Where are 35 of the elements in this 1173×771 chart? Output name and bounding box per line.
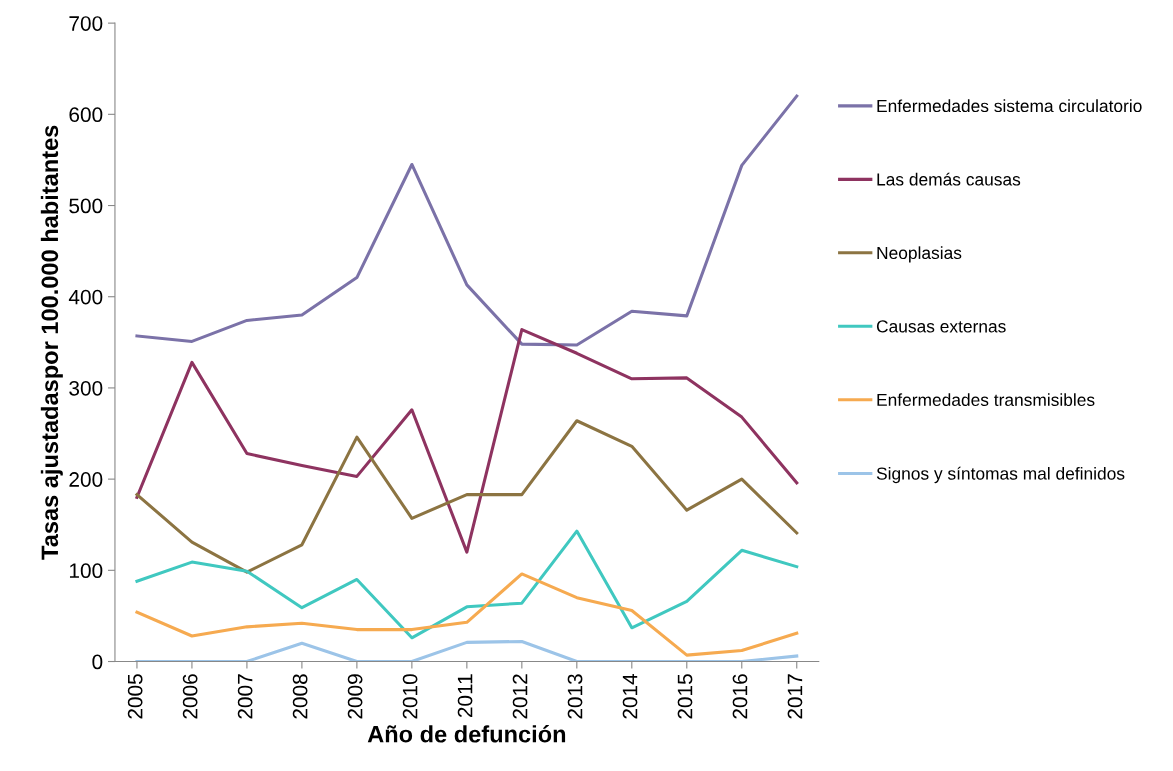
x-tick-label: 2009 bbox=[347, 674, 363, 719]
line-series bbox=[135, 529, 799, 640]
y-tick-label: 500 bbox=[69, 198, 103, 214]
x-tick-label: 2014 bbox=[622, 673, 638, 719]
y-axis-title: Tasas ajustadaspor 100.000 habitantes bbox=[40, 125, 63, 560]
y-tick-label: 100 bbox=[69, 563, 103, 579]
y-tick-label: 600 bbox=[69, 107, 103, 123]
x-tick-label: 2006 bbox=[182, 674, 198, 719]
x-axis-title: Año de defunción bbox=[367, 725, 566, 743]
legend-label: Las demás causas bbox=[877, 172, 1021, 186]
x-tick-label: 2012 bbox=[512, 674, 528, 719]
legend-label: Enfermedades transmisibles bbox=[877, 393, 1095, 407]
line-series bbox=[135, 94, 799, 347]
line-series bbox=[135, 639, 799, 662]
x-tick-label: 2007 bbox=[237, 674, 253, 719]
legend-label: Causas externas bbox=[876, 320, 1006, 333]
y-tick-label: 0 bbox=[92, 654, 103, 670]
y-tick-label: 200 bbox=[69, 472, 103, 487]
x-tick-label: 2013 bbox=[567, 674, 583, 719]
y-tick-label: 300 bbox=[69, 380, 103, 396]
x-tick-label: 2010 bbox=[402, 674, 418, 719]
y-tick-label: 400 bbox=[68, 289, 103, 305]
line-series bbox=[135, 572, 799, 657]
line-series bbox=[135, 328, 799, 554]
legend-label: Enfermedades sistema circulatorio bbox=[877, 99, 1142, 113]
x-tick-label: 2008 bbox=[292, 674, 308, 719]
x-tick-label: 2005 bbox=[127, 674, 143, 719]
x-tick-label: 2016 bbox=[732, 674, 748, 719]
x-tick-label: 2017 bbox=[787, 674, 803, 719]
line-series bbox=[135, 419, 799, 574]
legend-label: Neoplasias bbox=[877, 246, 962, 263]
legend-label: Signos y síntomas mal definidos bbox=[876, 466, 1125, 484]
y-tick-label: 700 bbox=[69, 16, 103, 31]
x-tick-label: 2015 bbox=[677, 674, 693, 719]
x-tick-label: 2011 bbox=[457, 674, 473, 718]
